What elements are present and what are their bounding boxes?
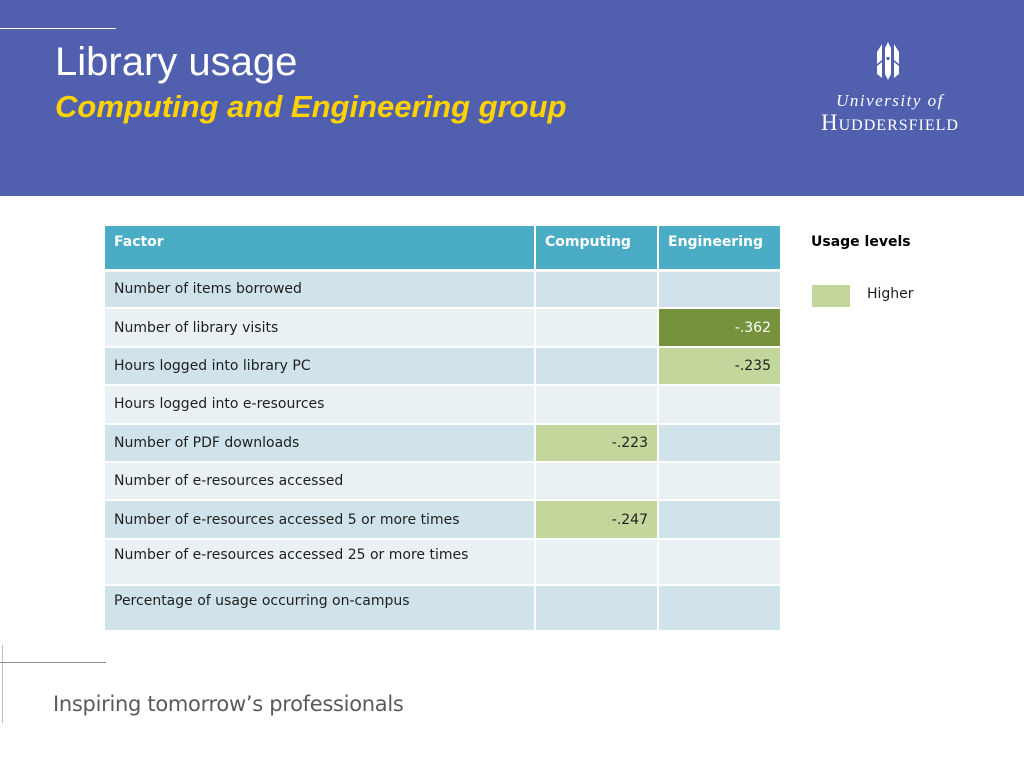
computing-value-cell [534, 268, 659, 310]
legend-label-higher: Higher [867, 286, 914, 302]
engineering-value-cell [657, 268, 782, 310]
factor-cell: Number of library visits [103, 307, 536, 348]
factor-cell: Number of e-resources accessed 25 or mor… [103, 537, 536, 586]
computing-value-cell [534, 345, 659, 387]
engineering-value-cell [657, 460, 782, 502]
factor-cell: Number of e-resources accessed 5 or more… [103, 499, 536, 540]
table-row: Number of items borrowed [103, 268, 782, 310]
table-row: Hours logged into e-resources [103, 384, 782, 425]
engineering-value-cell: -.235 [657, 345, 782, 387]
factor-table: Factor Computing Engineering Number of i… [103, 224, 782, 632]
factor-cell: Hours logged into library PC [103, 345, 536, 387]
computing-value-cell [534, 460, 659, 502]
computing-value-cell [534, 537, 659, 586]
column-header-engineering: Engineering [657, 224, 782, 272]
factor-cell: Number of PDF downloads [103, 422, 536, 463]
table-row: Number of e-resources accessed [103, 460, 782, 502]
engineering-value-cell [657, 499, 782, 540]
column-header-factor: Factor [103, 224, 536, 272]
slide-title: Library usage [55, 40, 298, 84]
engineering-value-cell [657, 384, 782, 425]
footer-divider-vertical [2, 645, 3, 723]
table-row: Number of library visits -.362 [103, 307, 782, 348]
table-row: Hours logged into library PC -.235 [103, 345, 782, 387]
table-row: Number of e-resources accessed 5 or more… [103, 499, 782, 540]
university-crest-icon [877, 42, 899, 80]
computing-value-cell [534, 384, 659, 425]
university-logo: University of Huddersfield [800, 38, 980, 138]
engineering-value-cell [657, 422, 782, 463]
table-row: Number of e-resources accessed 25 or mor… [103, 537, 782, 586]
top-rule [0, 28, 116, 29]
computing-value-cell: -.223 [534, 422, 659, 463]
legend-swatch-higher [812, 285, 850, 307]
factor-cell: Hours logged into e-resources [103, 384, 536, 425]
header-band: Library usage Computing and Engineering … [0, 0, 1024, 196]
logo-text-huddersfield: Huddersfield [821, 110, 959, 135]
engineering-value-cell [657, 583, 782, 632]
computing-value-cell: -.247 [534, 499, 659, 540]
legend-title: Usage levels [811, 234, 911, 250]
usage-legend: Usage levels Higher [811, 234, 991, 314]
engineering-value-cell: -.362 [657, 307, 782, 348]
factor-cell: Number of items borrowed [103, 268, 536, 310]
column-header-computing: Computing [534, 224, 659, 272]
factor-cell: Percentage of usage occurring on-campus [103, 583, 536, 632]
computing-value-cell [534, 307, 659, 348]
table-row: Number of PDF downloads -.223 [103, 422, 782, 463]
factor-cell: Number of e-resources accessed [103, 460, 536, 502]
logo-text-university: University of [836, 91, 944, 110]
table-row: Percentage of usage occurring on-campus [103, 583, 782, 632]
engineering-value-cell [657, 537, 782, 586]
footer-tagline: Inspiring tomorrow’s professionals [53, 692, 404, 716]
computing-value-cell [534, 583, 659, 632]
footer-divider-horizontal [0, 662, 106, 663]
slide-subtitle: Computing and Engineering group [55, 89, 567, 124]
table-body: Number of items borrowed Number of librar… [103, 268, 782, 632]
table-header-row: Factor Computing Engineering [103, 224, 782, 272]
